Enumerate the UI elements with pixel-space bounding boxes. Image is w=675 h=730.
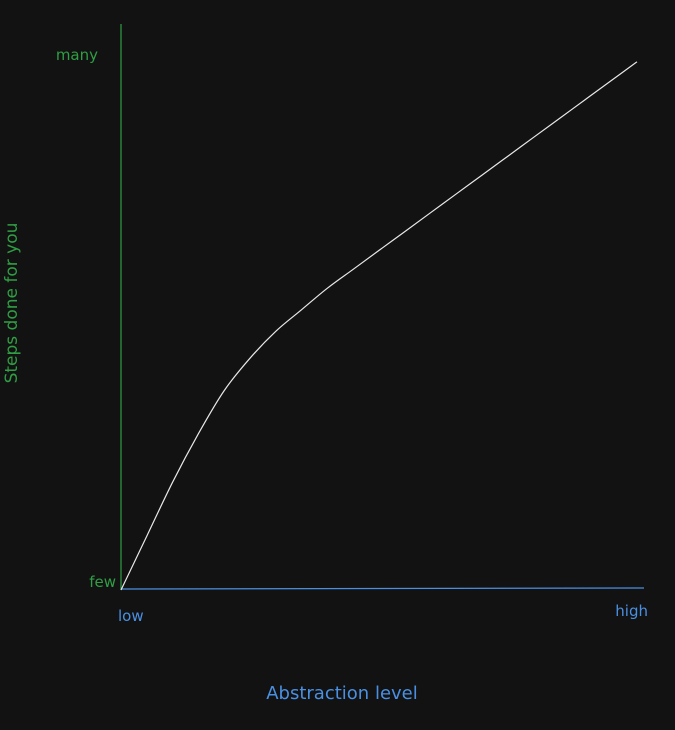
x-axis-title: Abstraction level [266,683,418,704]
x-tick-label-high: high [615,602,648,620]
series-line [120,61,638,591]
x-axis-line [120,587,645,590]
y-tick-label-few: few [89,573,116,591]
y-axis-title: Steps done for you [2,223,22,384]
y-tick-label-many: many [56,46,98,64]
x-tick-label-low: low [118,607,144,625]
